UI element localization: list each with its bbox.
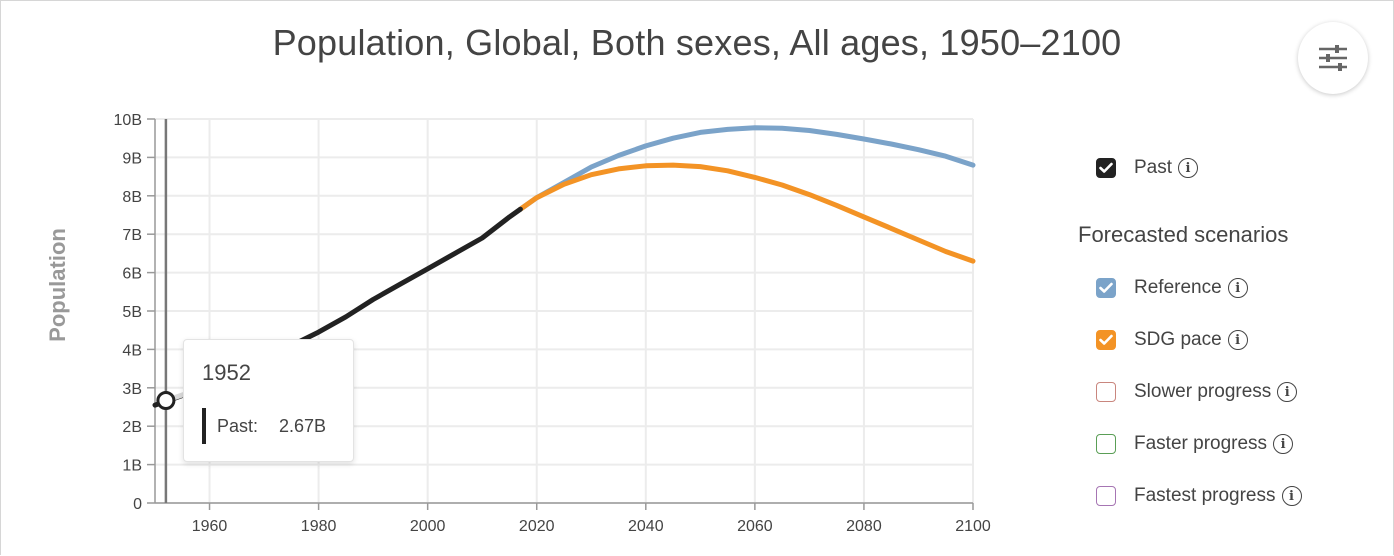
x-tick-label: 1980 <box>301 518 337 535</box>
series-line-sdg-pace <box>517 162 976 264</box>
series-line-reference <box>517 125 976 212</box>
y-tick-label: 3B <box>122 381 142 398</box>
y-tick-label: 8B <box>122 189 142 206</box>
legend-label: SDG pace <box>1134 329 1222 350</box>
legend-label: Slower progress <box>1134 381 1272 402</box>
legend-label: Faster progress <box>1134 433 1268 454</box>
tooltip-value: 2.67B <box>279 416 327 436</box>
legend-label: Fastest progress <box>1134 485 1276 506</box>
y-tick-label: 1B <box>122 458 142 475</box>
y-tick-label: 7B <box>122 227 142 244</box>
info-icon[interactable]: i <box>1178 158 1199 178</box>
check-icon <box>1099 334 1113 345</box>
checkbox[interactable] <box>1096 278 1116 298</box>
checkbox[interactable] <box>1096 486 1116 506</box>
tooltip-year: 1952 <box>202 360 251 385</box>
tooltip-series-swatch <box>202 408 206 444</box>
y-tick-label: 2B <box>122 419 142 436</box>
legend-item-reference[interactable]: Reference i <box>1096 275 1248 301</box>
legend-item-faster-progress[interactable]: Faster progress i <box>1096 431 1294 457</box>
info-icon[interactable]: i <box>1227 278 1248 298</box>
legend-item-fastest-progress[interactable]: Fastest progress i <box>1096 483 1302 509</box>
legend-label: Past <box>1134 157 1173 178</box>
checkbox[interactable] <box>1096 382 1116 402</box>
checkbox[interactable] <box>1096 434 1116 454</box>
x-tick-label: 2060 <box>737 518 773 535</box>
legend-label: Reference <box>1134 277 1222 298</box>
check-icon <box>1099 162 1113 173</box>
x-tick-label: 2000 <box>410 518 446 535</box>
hover-point <box>156 390 176 410</box>
x-tick-label: 1960 <box>192 518 228 535</box>
legend-item-past[interactable]: Past i <box>1096 155 1199 181</box>
axes: 0 1B 2B 3B 4B 5B 6B 7B 8B 9B 10B 1960 1980 2000 2020 20… <box>114 112 991 535</box>
info-icon[interactable]: i <box>1273 434 1294 454</box>
x-tick-label: 2020 <box>519 518 555 535</box>
tooltip: 1952 Past: 2.67B <box>183 339 354 462</box>
check-icon <box>1099 282 1113 293</box>
x-tick-label: 2080 <box>846 518 882 535</box>
y-tick-label: 5B <box>122 304 142 321</box>
checkbox[interactable] <box>1096 158 1116 178</box>
tooltip-series-label: Past: <box>217 416 259 436</box>
checkbox[interactable] <box>1096 330 1116 350</box>
sliders-icon <box>1319 45 1347 71</box>
info-icon[interactable]: i <box>1277 382 1298 402</box>
info-icon[interactable]: i <box>1281 486 1302 506</box>
y-tick-label: 4B <box>122 342 142 359</box>
legend-item-sdg-pace[interactable]: SDG pace i <box>1096 327 1248 353</box>
x-tick-label: 2040 <box>628 518 664 535</box>
x-tick-label: 2100 <box>955 518 991 535</box>
y-tick-label: 0 <box>133 496 142 513</box>
y-tick-label: 9B <box>122 150 142 167</box>
y-tick-label: 10B <box>114 112 142 129</box>
y-tick-label: 6B <box>122 266 142 283</box>
chart-title: Population, Global, Both sexes, All ages… <box>272 22 1122 63</box>
legend-heading: Forecasted scenarios <box>1078 222 1289 247</box>
settings-button[interactable] <box>1298 22 1368 94</box>
legend-item-slower-progress[interactable]: Slower progress i <box>1096 379 1298 405</box>
info-icon[interactable]: i <box>1227 330 1248 350</box>
